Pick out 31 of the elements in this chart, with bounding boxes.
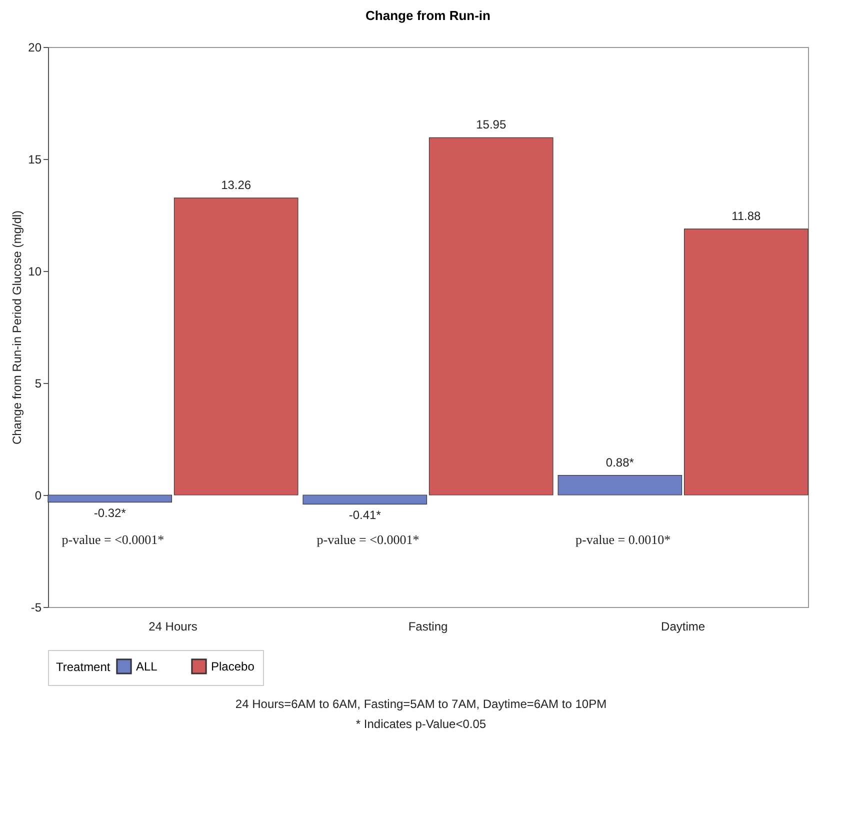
bar (302, 494, 428, 504)
chart-title: Change from Run-in (366, 8, 491, 23)
legend-label: ALL (136, 659, 158, 674)
y-tick-label: 15 (28, 152, 42, 166)
bar (684, 228, 808, 496)
data-label: 11.88 (732, 208, 762, 223)
legend-label: Placebo (211, 659, 255, 674)
y-tick-label: 5 (34, 376, 42, 390)
y-axis-title: Change from Run-in Period Glucose (mg/dl) (10, 210, 24, 445)
bar (48, 494, 172, 502)
y-tick-label: -5 (30, 600, 42, 614)
x-tick-label: Fasting (408, 620, 448, 634)
annotation: p-value = <0.0001* (316, 532, 420, 547)
bar (174, 198, 298, 496)
bar (428, 137, 554, 496)
y-tick-label: 20 (28, 40, 42, 54)
text: * Indicates p-Value<0.05 (354, 717, 488, 731)
data-label: -0.41* (348, 508, 382, 522)
x-tick-label: 24 Hours (148, 620, 198, 634)
data-label: 15.95 (476, 118, 506, 132)
y-tick-label: 0 (34, 488, 42, 502)
data-label: -0.32* (94, 506, 126, 520)
annotation: p-value = <0.0001* (62, 532, 164, 547)
y-tick-label: 10 (28, 264, 42, 278)
legend-title: Treatment (56, 660, 111, 674)
data-label: 13.26 (221, 178, 252, 192)
bar (558, 474, 682, 496)
annotation: p-value = 0.0010* (576, 532, 671, 547)
x-tick-label: Daytime (661, 620, 706, 634)
text: 24 Hours=6AM to 6AM, Fasting=5AM to 7AM, Daytime=6AM to 10PM (234, 697, 608, 711)
data-label: 0.88* (606, 455, 634, 470)
